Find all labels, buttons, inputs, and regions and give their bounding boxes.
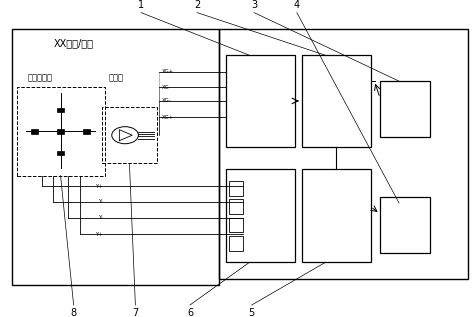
Text: Y-: Y- [98,215,103,220]
Bar [226,55,294,147]
Bar [17,87,104,176]
Bar [57,108,64,112]
Bar [302,55,370,147]
Text: Y+: Y+ [95,184,103,189]
Text: 7: 7 [132,307,139,317]
Bar [380,197,430,253]
Text: 蜂鸣器: 蜂鸣器 [109,74,124,83]
Text: XX仪器/设备: XX仪器/设备 [54,38,94,48]
Text: 5: 5 [248,307,255,317]
Text: 4: 4 [294,0,300,10]
Text: 电阻触摸屏: 电阻触摸屏 [28,74,53,83]
Bar [302,170,370,262]
Bar [57,151,64,155]
Text: Y-: Y- [98,199,103,204]
Text: XG+: XG+ [162,69,174,74]
Text: 3: 3 [251,0,257,10]
Text: 6: 6 [187,307,193,317]
Bar [12,29,218,285]
Bar [57,129,64,133]
Text: 2: 2 [194,0,200,10]
Text: Y+: Y+ [95,232,103,237]
Bar [218,29,468,279]
Bar [229,181,243,196]
Text: 1: 1 [138,0,144,10]
Text: XG-: XG- [162,99,171,103]
Bar [84,129,90,133]
Bar [102,107,157,163]
Bar [229,199,243,214]
Text: XG-: XG- [162,85,171,90]
Text: XG+: XG+ [162,115,174,120]
Bar [229,236,243,251]
Text: 8: 8 [71,307,76,317]
Bar [226,170,294,262]
Bar [380,81,430,138]
Bar [31,129,38,133]
Bar [229,218,243,232]
